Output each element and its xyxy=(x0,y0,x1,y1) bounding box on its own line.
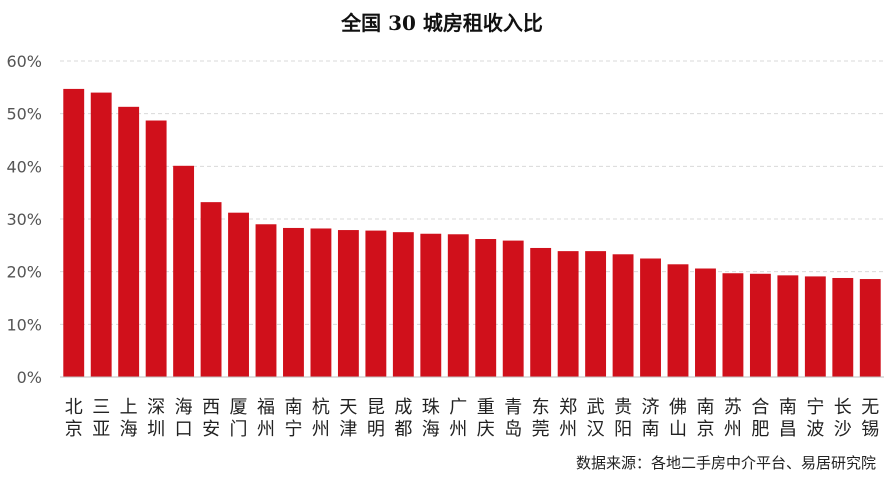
bar xyxy=(118,106,140,377)
x-tick-label: 福州 xyxy=(257,397,275,440)
bar xyxy=(392,232,414,377)
bar xyxy=(173,165,195,377)
bar xyxy=(585,251,607,377)
x-tick-label: 昆明 xyxy=(367,397,385,440)
x-tick-label: 武汉 xyxy=(587,397,605,440)
x-tick-label: 苏州 xyxy=(724,397,742,440)
bar xyxy=(283,227,304,377)
bar xyxy=(859,279,881,377)
bar xyxy=(667,264,689,377)
bar xyxy=(337,230,359,377)
x-tick-label: 宁波 xyxy=(806,397,824,440)
x-tick-label: 长沙 xyxy=(834,397,852,440)
bar xyxy=(90,92,112,377)
bar xyxy=(502,240,524,377)
bar xyxy=(255,224,277,377)
bar xyxy=(749,273,771,377)
bar xyxy=(530,247,552,377)
bar xyxy=(832,277,854,377)
bar xyxy=(228,212,249,377)
gridlines xyxy=(60,60,884,325)
x-tick-label: 广州 xyxy=(449,397,467,440)
bar xyxy=(804,276,826,377)
bar xyxy=(420,233,442,377)
bar xyxy=(557,251,579,377)
y-tick-label: 20% xyxy=(6,263,42,282)
bar xyxy=(447,234,469,377)
y-axis-ticks: 0% 10% 20% 30% 40% 50% 60% xyxy=(6,52,42,387)
x-tick-label: 青岛 xyxy=(504,397,522,440)
x-tick-label: 济南 xyxy=(642,397,660,440)
y-tick-label: 60% xyxy=(6,52,42,71)
x-tick-label: 三亚 xyxy=(92,397,110,440)
bar xyxy=(640,258,661,377)
x-tick-label: 佛山 xyxy=(669,397,687,440)
bar xyxy=(63,88,85,377)
x-tick-label: 南昌 xyxy=(779,397,797,440)
x-tick-label: 厦门 xyxy=(230,397,248,440)
y-tick-label: 50% xyxy=(6,105,42,124)
x-axis-ticks: 北京三亚上海深圳海口西安厦门福州南宁杭州天津昆明成都珠海广州重庆青岛东莞郑州武汉… xyxy=(65,397,880,440)
y-tick-label: 30% xyxy=(6,210,42,229)
y-tick-label: 10% xyxy=(6,315,42,334)
chart-title: 全国 30 城房租收入比 xyxy=(340,11,543,35)
x-tick-label: 深圳 xyxy=(147,397,165,440)
x-tick-label: 北京 xyxy=(65,397,83,440)
x-tick-label: 郑州 xyxy=(559,397,577,440)
bars xyxy=(63,88,881,377)
bar xyxy=(365,230,387,377)
bar xyxy=(200,202,222,377)
x-tick-label: 东莞 xyxy=(532,397,550,440)
x-tick-label: 海口 xyxy=(175,397,193,440)
x-tick-label: 无锡 xyxy=(861,397,879,440)
x-tick-label: 重庆 xyxy=(477,397,495,440)
source-note: 数据来源：各地二手房中介平台、易居研究院 xyxy=(576,454,876,472)
bar xyxy=(310,228,332,377)
bar xyxy=(722,273,744,377)
x-tick-label: 杭州 xyxy=(312,397,330,440)
x-tick-label: 成都 xyxy=(394,397,412,440)
x-tick-label: 珠海 xyxy=(422,397,440,440)
x-tick-label: 南宁 xyxy=(284,397,302,440)
bar xyxy=(695,268,716,377)
x-tick-label: 天津 xyxy=(339,397,357,440)
x-tick-label: 合肥 xyxy=(751,397,769,440)
x-tick-label: 西安 xyxy=(202,397,220,440)
bar xyxy=(612,254,634,377)
x-tick-label: 南京 xyxy=(696,397,714,440)
bar xyxy=(145,120,167,377)
y-tick-label: 0% xyxy=(17,368,42,387)
bar xyxy=(777,275,799,377)
y-tick-label: 40% xyxy=(6,157,42,176)
x-tick-label: 上海 xyxy=(120,397,138,440)
x-tick-label: 贵阳 xyxy=(614,397,632,440)
bar xyxy=(475,239,497,377)
